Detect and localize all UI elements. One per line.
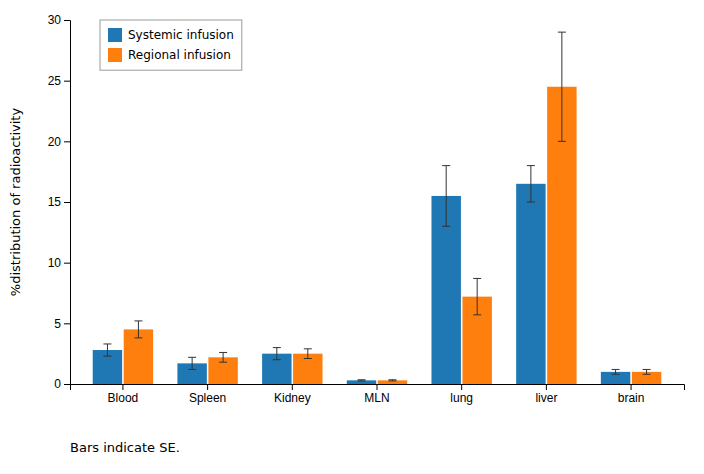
y-tick-mark [64,81,70,82]
series [124,32,662,384]
error-bar [612,369,620,374]
error-bar [219,352,227,362]
y-tick-label: 20 [48,135,62,149]
y-tick: 5 [54,317,70,331]
y-tick-mark [64,20,70,21]
bar [516,184,545,384]
legend-box [100,20,242,70]
error-bar [558,32,566,141]
x-axis: Blood Spleen Kidney MLN lung liver brain [71,384,685,405]
error-bar [473,278,481,314]
y-tick-mark [64,323,70,324]
legend: Systemic infusion Regional infusion [100,20,242,70]
legend-item: Systemic infusion [108,28,234,42]
x-tick: liver [535,384,557,405]
y-axis: 0 5 10 15 20 25 30 [48,13,71,391]
error-bar [388,380,396,381]
y-tick-mark [64,202,70,203]
x-tick: brain [618,384,645,405]
chart: Blood Spleen Kidney MLN lung liver brain 0 5 10 15… [0,0,704,474]
x-tick-label: Kidney [274,391,311,405]
x-tick-label: lung [450,391,473,405]
x-tick-mark [122,384,123,390]
x-tick: MLN [364,384,389,405]
error-bar [273,348,281,360]
x-tick-label: brain [618,391,645,405]
y-tick: 0 [54,377,70,391]
error-bar [103,344,111,356]
x-tick-mark [631,384,632,390]
y-tick-label: 25 [48,74,62,88]
legend-swatch [108,28,122,42]
bar [378,380,407,384]
x-tick-label: Spleen [189,391,226,405]
error-bar [358,380,366,381]
y-tick-mark [64,263,70,264]
y-tick-label: 5 [54,317,61,331]
x-tick-label: liver [535,391,557,405]
x-tick-mark [461,384,462,390]
x-tick-label: Blood [108,391,139,405]
x-tick-mark [546,384,547,390]
legend-label: Regional infusion [128,48,231,62]
legend-swatch [108,48,122,62]
bar [347,380,376,384]
y-tick: 10 [48,256,70,270]
error-bar [304,349,312,359]
x-tick-mark [377,384,378,390]
x-tick-label: MLN [364,391,389,405]
y-tick-label: 30 [48,13,62,27]
error-bar [527,166,535,202]
x-tick: Spleen [189,384,226,405]
y-tick: 30 [48,13,70,27]
error-bar [643,369,651,374]
legend-item: Regional infusion [108,48,231,62]
error-bar [188,357,196,369]
x-axis-line [71,385,685,391]
y-tick-mark [64,141,70,142]
y-tick-label: 15 [48,195,62,209]
y-tick-mark [64,384,70,385]
x-tick: lung [450,384,473,405]
x-tick: Kidney [274,384,311,405]
error-bar [442,166,450,227]
y-tick-label: 10 [48,256,62,270]
y-axis-line [64,21,71,385]
x-tick-mark [207,384,208,390]
y-tick-label: 0 [54,377,61,391]
y-axis-title: %distribution of radioactivity [8,108,23,297]
x-tick-mark [292,384,293,390]
x-tick: Blood [108,384,139,405]
error-bar [134,321,142,338]
y-tick: 20 [48,135,70,149]
legend-label: Systemic infusion [128,28,234,42]
y-tick: 25 [48,74,70,88]
marks [93,32,662,384]
plot: Blood Spleen Kidney MLN lung liver brain 0 5 10 15… [48,13,685,404]
footnote: Bars indicate SE. [70,440,180,455]
y-tick: 15 [48,195,70,209]
